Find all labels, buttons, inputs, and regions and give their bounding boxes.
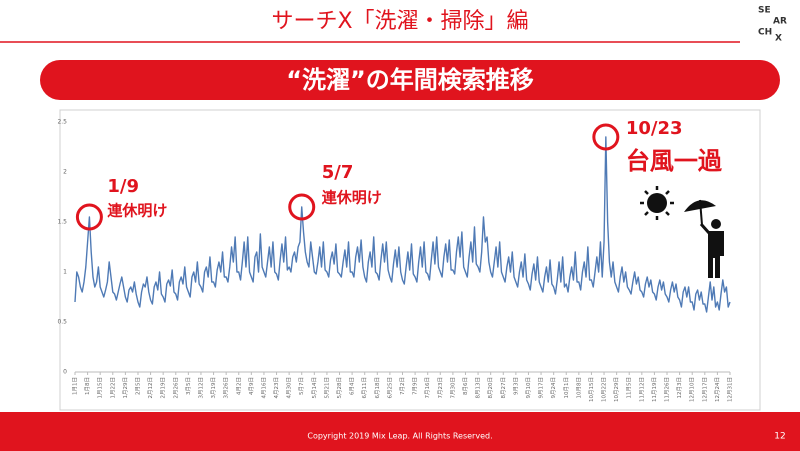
x-tick-label: 11月12日 <box>638 377 645 402</box>
x-tick-label: 7月16日 <box>424 377 431 399</box>
x-tick-label: 10月15日 <box>588 377 595 402</box>
x-tick-label: 4月16日 <box>260 377 267 399</box>
x-tick-label: 5月21日 <box>323 377 330 399</box>
sun-icon <box>640 186 674 220</box>
x-tick-label: 12月24日 <box>714 377 721 402</box>
x-tick-label: 12月17日 <box>701 377 708 402</box>
x-tick-label: 11月5日 <box>626 377 633 399</box>
annotation-label: 10/23 <box>626 118 683 139</box>
x-tick-label: 6月4日 <box>349 377 356 395</box>
x-tick-label: 10月8日 <box>575 377 582 399</box>
y-tick-label: 2 <box>63 169 67 176</box>
umbrella-person-icon <box>684 199 724 278</box>
x-tick-label: 9月24日 <box>550 377 557 399</box>
logo-text: AR <box>773 17 787 27</box>
x-tick-label: 3月12日 <box>197 377 204 399</box>
plot: 0 0.5 1 1.5 2 2.5 1月1日 1月8日 1月15日 1月22日 1月29日 2月5日 2… <box>57 119 733 403</box>
annotation-circle <box>288 193 316 221</box>
x-tick-label: 6月11日 <box>361 377 368 399</box>
y-tick-label: 0.5 <box>57 319 67 326</box>
x-tick-label: 12月10日 <box>689 377 696 402</box>
x-tick-label: 11月19日 <box>651 377 658 402</box>
footer <box>0 412 800 451</box>
banner <box>40 60 780 100</box>
logo: SE AR CH X <box>758 6 787 44</box>
x-tick-label: 9月10日 <box>525 377 532 399</box>
x-tick-label: 12月3日 <box>676 377 683 399</box>
logo-text: SE <box>758 6 771 16</box>
x-tick-label: 8月27日 <box>500 377 507 399</box>
x-tick-label: 12月31日 <box>727 377 734 402</box>
x-tick-label: 5月7日 <box>298 377 305 395</box>
x-tick-label: 2月5日 <box>134 377 141 395</box>
x-tick-label: 5月28日 <box>336 377 343 399</box>
logo-text: CH <box>758 28 772 38</box>
x-tick-label: 1月15日 <box>97 377 104 399</box>
x-tick-label: 6月25日 <box>386 377 393 399</box>
logo-text: X <box>775 34 782 44</box>
x-tick-label: 4月2日 <box>235 377 242 395</box>
page-number: 12 <box>774 432 785 442</box>
x-tick-label: 8月13日 <box>475 377 482 399</box>
x-tick-label: 4月23日 <box>273 377 280 399</box>
x-tick-label: 9月17日 <box>538 377 545 399</box>
x-tick-label: 2月12日 <box>147 377 154 399</box>
annotation-label: 1/9 <box>107 176 139 197</box>
annotation-circle <box>75 203 103 231</box>
x-tick-label: 1月8日 <box>84 377 91 395</box>
chart-title: “洗濯”の年間検索推移 <box>286 66 534 94</box>
y-tick-label: 1 <box>63 269 67 276</box>
x-tick-label: 4月9日 <box>248 377 255 395</box>
x-tick-label: 9月3日 <box>512 377 519 395</box>
x-tick-label: 2月19日 <box>160 377 167 399</box>
x-tick-label: 4月30日 <box>286 377 293 399</box>
annotation-text: 台風一過 <box>626 147 723 175</box>
annotation-label: 5/7 <box>322 162 354 183</box>
x-tick-label: 3月5日 <box>185 377 192 395</box>
annotation-text: 連休明け <box>107 202 167 220</box>
x-tick-label: 6月18日 <box>374 377 381 399</box>
copyright: Copyright 2019 Mix Leap. All Rights Rese… <box>307 432 492 441</box>
x-tick-label: 10月1日 <box>563 377 570 399</box>
x-tick-label: 3月19日 <box>210 377 217 399</box>
x-tick-label: 5月14日 <box>311 377 318 399</box>
x-tick-label: 11月26日 <box>664 377 671 402</box>
x-tick-label: 1月22日 <box>109 377 116 399</box>
x-tick-label: 1月1日 <box>72 377 79 395</box>
x-tick-label: 8月20日 <box>487 377 494 399</box>
x-tick-label: 3月26日 <box>223 377 230 399</box>
x-tick-label: 10月29日 <box>613 377 620 402</box>
x-tick-label: 2月26日 <box>172 377 179 399</box>
x-tick-label: 7月2日 <box>399 377 406 395</box>
line-series <box>74 136 731 313</box>
y-tick-label: 1.5 <box>57 219 67 226</box>
slide-title: サーチX「洗濯・掃除」編 <box>271 9 528 34</box>
x-tick-label: 7月9日 <box>412 377 419 395</box>
annotation-text: 連休明け <box>322 189 382 207</box>
x-tick-label: 10月22日 <box>601 377 608 402</box>
y-tick-label: 2.5 <box>57 119 67 126</box>
x-tick-label: 8月6日 <box>462 377 469 395</box>
y-tick-label: 0 <box>63 369 67 376</box>
annotation-circle <box>592 123 620 151</box>
x-tick-label: 7月30日 <box>449 377 456 399</box>
x-tick-label: 7月23日 <box>437 377 444 399</box>
x-tick-label: 1月29日 <box>122 377 129 399</box>
